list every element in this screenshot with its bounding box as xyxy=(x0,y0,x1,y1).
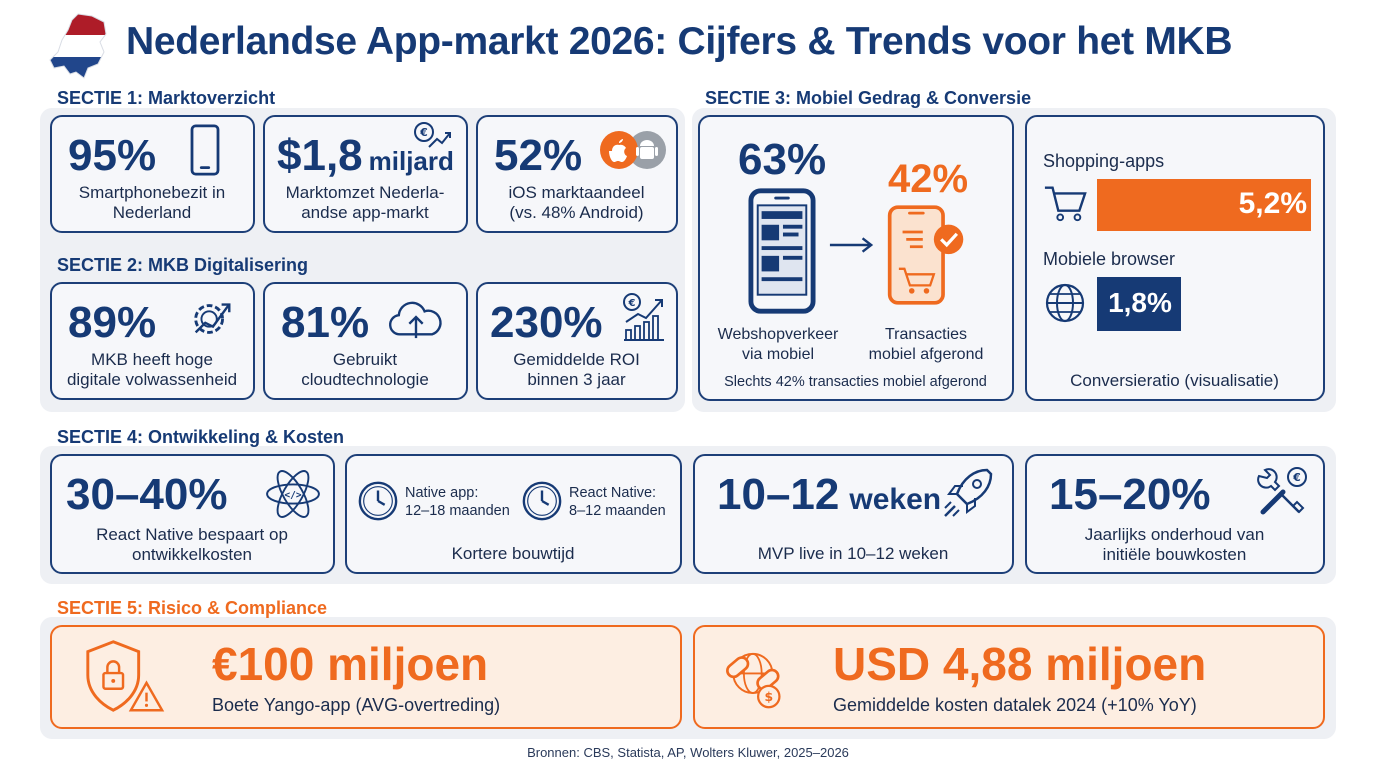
svg-text:</>: </> xyxy=(284,490,302,501)
mobile-traffic-value: 63% xyxy=(738,135,827,184)
apple-android-icon xyxy=(600,131,666,169)
conversion-card: Shopping-apps 5,2% Mobiele browser 1,8% … xyxy=(1025,115,1325,401)
header: Nederlandse App-markt 2026: Cijfers & Tr… xyxy=(0,0,1376,90)
mobile-browser-label: Mobiele browser xyxy=(1043,249,1176,269)
section-3-title: SECTIE 3: Mobiel Gedrag & Conversie xyxy=(705,88,1032,108)
smartphone-icon xyxy=(190,124,220,176)
conversion-caption: Conversieratio (visualisatie) xyxy=(1070,371,1279,390)
euro-chart-icon: € xyxy=(623,293,664,341)
stat-caption: MKB heeft hoge digitale volwassenheid xyxy=(66,350,238,389)
globe-icon xyxy=(1045,283,1085,323)
stat-value: 81% xyxy=(281,298,370,347)
clock-icon xyxy=(522,481,562,521)
react-savings-caption: React Native bespaart op ontwikkelkosten xyxy=(96,525,288,564)
native-app-duration: Native app: 12–18 maanden xyxy=(405,485,510,519)
netherlands-flag-map-icon xyxy=(49,13,107,79)
stat-card-ios-share: 52% iOS marktaandeel (vs. 48% Android) xyxy=(476,115,678,233)
mobile-browser-bar xyxy=(1097,277,1181,331)
section-2-title: SECTIE 2: MKB Digitalisering xyxy=(57,255,309,275)
mobile-browser-value: 1,8% xyxy=(1108,287,1172,318)
stat-value: $1,8 miljard xyxy=(277,131,454,180)
stat-card-digital-maturity: 89% MKB heeft hoge digitale volwassenhei… xyxy=(50,282,255,400)
fine-card: €100 miljoen Boete Yango-app (AVG-overtr… xyxy=(50,625,682,729)
react-savings-value: 30–40% xyxy=(66,470,228,519)
svg-text:$: $ xyxy=(764,689,773,704)
shield-lock-warning-icon xyxy=(86,640,165,712)
stat-caption: Marktomzet Nederla- andse app-markt xyxy=(285,183,445,222)
stat-card-roi: 230% € Gemiddelde ROI binnen 3 jaar xyxy=(476,282,678,400)
react-savings-card: 30–40% </> React Native bespaart op ontw… xyxy=(50,454,335,574)
section-1-title: SECTIE 1: Marktoverzicht xyxy=(57,88,276,108)
broken-link-globe-icon: $ xyxy=(726,652,781,709)
stat-value: 89% xyxy=(68,298,157,347)
mobile-traffic-label: Webshopverkeer via mobiel xyxy=(717,326,839,363)
react-native-duration: React Native: 8–12 maanden xyxy=(569,485,666,519)
breach-caption: Gemiddelde kosten datalek 2024 (+10% YoY… xyxy=(833,695,1197,715)
mobile-checkout-phone-icon xyxy=(887,205,964,305)
stat-caption: Gebruikt cloudtechnologie xyxy=(301,350,429,389)
section-5-title: SECTIE 5: Risico & Compliance xyxy=(57,598,328,618)
shopping-cart-icon xyxy=(1044,186,1087,222)
svg-text:€: € xyxy=(628,298,636,309)
stat-caption: Smartphonebezit in Nederland xyxy=(78,183,226,222)
fine-value: €100 miljoen xyxy=(212,638,489,690)
euro-growth-icon: € xyxy=(414,122,451,148)
stat-card-smartphone: 95% Smartphonebezit in Nederland xyxy=(50,115,255,233)
mobile-shop-phone-icon xyxy=(748,188,816,314)
maintenance-card: 15–20% € Jaarlijks onderhoud van initiël… xyxy=(1025,454,1325,574)
sources-footer: Bronnen: CBS, Statista, AP, Wolters Kluw… xyxy=(527,745,849,760)
shopping-apps-bar xyxy=(1097,179,1311,231)
section-4-title: SECTIE 4: Ontwikkeling & Kosten xyxy=(57,427,345,447)
arrow-right-icon xyxy=(829,237,874,253)
breach-value: USD 4,88 miljoen xyxy=(833,638,1207,690)
rocket-icon xyxy=(944,468,993,517)
mvp-value: 10–12 weken xyxy=(717,470,942,519)
clock-icon xyxy=(358,481,398,521)
data-breach-card: $ USD 4,88 miljoen Gemiddelde kosten dat… xyxy=(693,625,1325,729)
mvp-caption: MVP live in 10–12 weken xyxy=(757,544,949,563)
stat-card-cloud: 81% Gebruikt cloudtechnologie xyxy=(263,282,468,400)
build-time-card: Native app: 12–18 maanden React Native: … xyxy=(345,454,682,574)
tools-euro-icon: € xyxy=(1257,467,1307,515)
maintenance-caption: Jaarlijks onderhoud van initiële bouwkos… xyxy=(1084,525,1265,564)
stat-value: 95% xyxy=(68,131,157,180)
fine-caption: Boete Yango-app (AVG-overtreding) xyxy=(212,695,501,715)
stat-value: 52% xyxy=(494,131,583,180)
stat-caption: Gemiddelde ROI binnen 3 jaar xyxy=(513,350,640,389)
svg-text:€: € xyxy=(1292,471,1301,484)
mobile-transactions-label: Transacties mobiel afgerond xyxy=(868,326,984,363)
gear-growth-icon xyxy=(194,303,231,334)
maintenance-value: 15–20% xyxy=(1049,470,1211,519)
react-atom-icon: </> xyxy=(266,470,320,518)
svg-text:€: € xyxy=(419,126,428,139)
build-time-caption: Kortere bouwtijd xyxy=(451,544,575,563)
cloud-upload-icon xyxy=(389,301,442,339)
stat-card-market-revenue: $1,8 miljard € Marktomzet Nederla- andse … xyxy=(263,115,468,233)
shopping-apps-value: 5,2% xyxy=(1238,187,1307,220)
mobile-traffic-note: Slechts 42% transacties mobiel afgerond xyxy=(724,374,987,390)
stat-caption: iOS marktaandeel (vs. 48% Android) xyxy=(508,183,645,222)
page-title: Nederlandse App-markt 2026: Cijfers & Tr… xyxy=(126,20,1233,63)
mvp-card: 10–12 weken MVP live in 10–12 weken xyxy=(693,454,1014,574)
shopping-apps-label: Shopping-apps xyxy=(1043,151,1165,171)
mobile-transactions-value: 42% xyxy=(888,157,969,201)
mobile-traffic-card: 63% 42% Webshopverkeer via mobiel Transa… xyxy=(698,115,1014,401)
stat-value: 230% xyxy=(490,298,603,347)
